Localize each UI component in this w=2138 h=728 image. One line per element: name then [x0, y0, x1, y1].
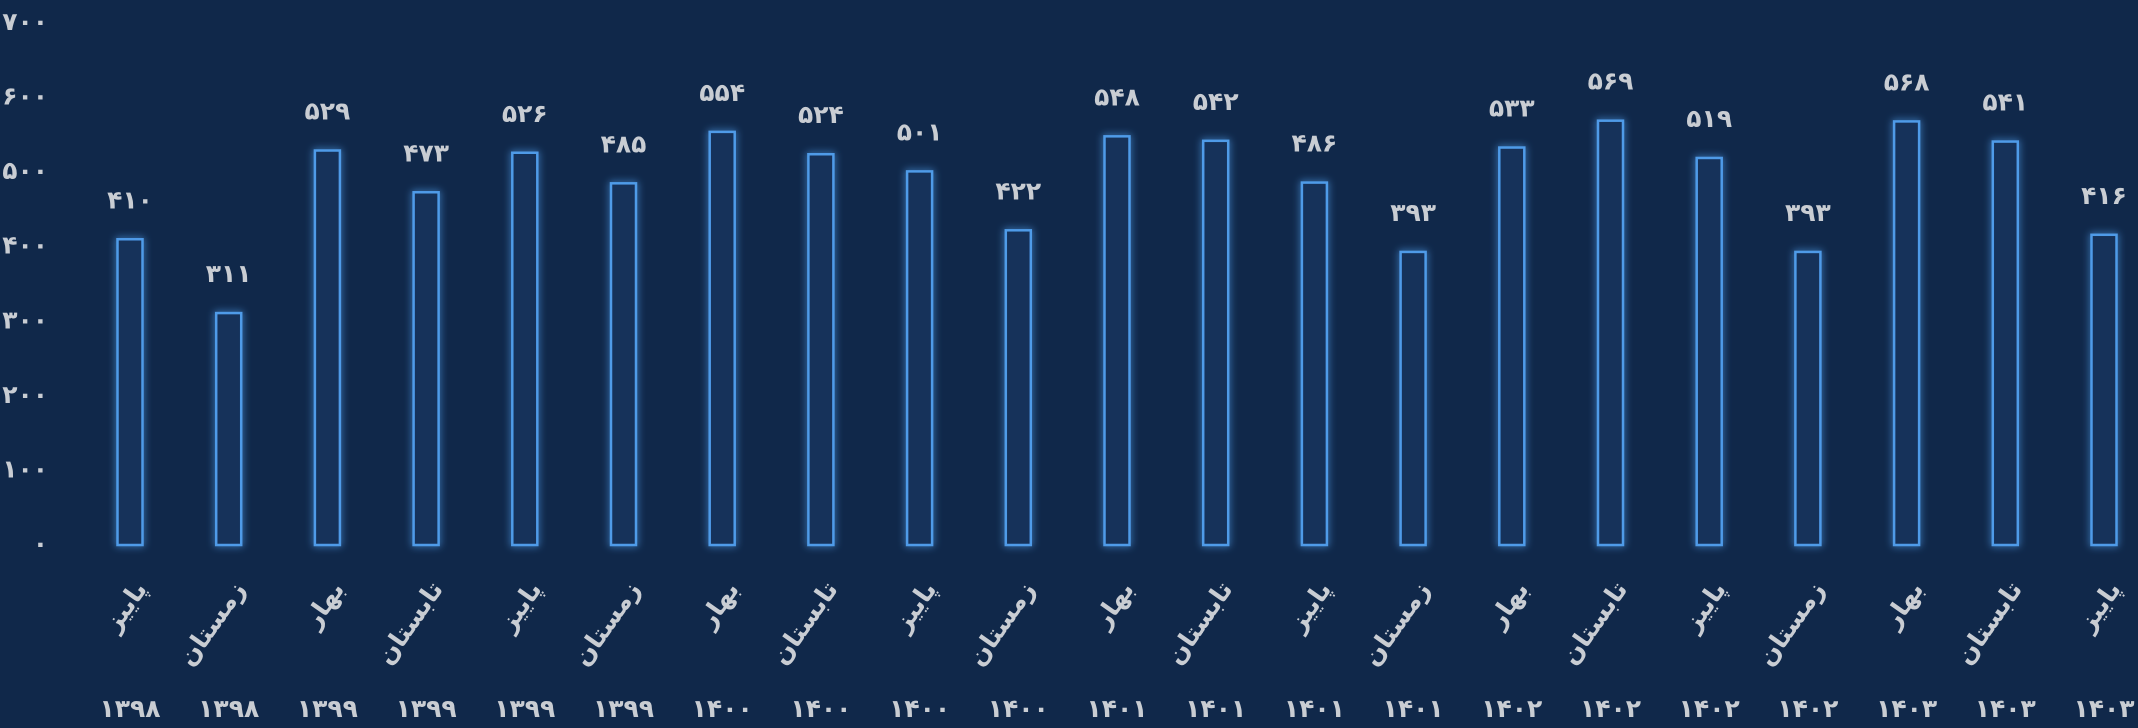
x-tick-label: پاییز: [492, 576, 549, 639]
bar: [708, 130, 736, 547]
value-label: ۵۲۹: [305, 97, 351, 126]
x-tick-label: تابستان: [1555, 576, 1633, 670]
x-year-label: ۱۴۰۲: [1679, 694, 1740, 723]
x-tick-label: بهار: [1876, 576, 1930, 636]
bar: [1399, 250, 1427, 547]
bar: [116, 238, 144, 547]
y-tick-label: ۱۰۰: [2, 454, 48, 483]
bar: [1498, 146, 1526, 547]
bar: [1596, 119, 1625, 547]
x-tick-label: پاییز: [97, 576, 154, 639]
value-label: ۳۹۳: [1390, 198, 1436, 227]
bar: [1103, 135, 1131, 547]
value-label: ۵۵۴: [699, 78, 745, 107]
bar: [1695, 156, 1723, 547]
x-year-label: ۱۴۰۳: [1876, 694, 1937, 723]
x-tick-label: تابستان: [1950, 576, 2028, 670]
x-tick-label: زمستان: [962, 576, 1041, 671]
value-label: ۴۸۶: [1292, 129, 1338, 158]
x-year-label: ۱۳۹۹: [593, 694, 654, 723]
x-year-label: ۱۴۰۱: [1185, 694, 1246, 723]
x-tick-label: پاییز: [1281, 576, 1338, 639]
bar: [1300, 181, 1329, 547]
y-tick-label: ۶۰۰: [2, 82, 48, 111]
y-tick-label: ۷۰۰: [2, 7, 48, 36]
y-tick-label: ۳۰۰: [2, 305, 48, 334]
x-year-label: ۱۳۹۹: [494, 694, 555, 723]
x-year-label: ۱۳۹۸: [198, 694, 259, 723]
x-tick-label: زمستان: [172, 576, 251, 671]
value-label: ۴۱۶: [2081, 181, 2127, 210]
x-year-label: ۱۴۰۳: [2073, 694, 2134, 723]
value-label: ۵۴۲: [1193, 87, 1239, 116]
bar: [1794, 250, 1822, 547]
value-label: ۵۱۹: [1686, 104, 1732, 133]
bar: [412, 191, 440, 547]
x-year-label: ۱۴۰۲: [1481, 694, 1542, 723]
bar: [511, 151, 539, 547]
x-tick-label: بهار: [1086, 576, 1140, 636]
x-year-label: ۱۳۹۸: [99, 694, 160, 723]
x-year-label: ۱۴۰۲: [1777, 694, 1838, 723]
x-year-label: ۱۴۰۰: [692, 694, 753, 723]
x-tick-label: پاییز: [886, 576, 943, 639]
x-tick-label: بهار: [1481, 576, 1535, 636]
value-label: ۴۸۵: [601, 129, 647, 158]
bar: [2090, 233, 2118, 547]
x-year-label: ۱۴۰۱: [1086, 694, 1147, 723]
x-tick-label: پاییز: [1676, 576, 1733, 639]
y-tick-label: ۰: [33, 529, 48, 558]
value-label: ۵۴۸: [1094, 82, 1140, 111]
x-tick-label: تابستان: [371, 576, 449, 670]
x-tick-label: پاییز: [2071, 576, 2128, 639]
y-tick-label: ۴۰۰: [2, 231, 48, 260]
bar: [1004, 229, 1033, 547]
y-tick-label: ۵۰۰: [2, 156, 48, 185]
y-tick-label: ۲۰۰: [2, 380, 48, 409]
value-label: ۳۱۱: [206, 259, 252, 288]
bar: [609, 182, 638, 547]
x-tick-label: بهار: [691, 576, 745, 636]
bar: [1892, 120, 1921, 547]
bar: [905, 170, 934, 547]
value-label: ۳۹۳: [1785, 198, 1831, 227]
x-tick-label: تابستان: [766, 576, 844, 670]
value-label: ۵۳۳: [1489, 94, 1535, 123]
x-tick-label: زمستان: [1357, 576, 1436, 671]
x-year-label: ۱۴۰۰: [988, 694, 1049, 723]
x-year-label: ۱۳۹۹: [297, 694, 358, 723]
x-tick-label: زمستان: [1752, 576, 1831, 671]
bar: [1201, 139, 1230, 547]
x-year-label: ۱۴۰۰: [889, 694, 950, 723]
x-tick-label: بهار: [297, 576, 351, 636]
value-label: ۴۲۲: [995, 176, 1041, 205]
x-tick-label: تابستان: [1160, 576, 1238, 670]
bar: [1991, 140, 2020, 547]
x-year-label: ۱۴۰۳: [1975, 694, 2036, 723]
x-year-label: ۱۴۰۱: [1383, 694, 1444, 723]
x-tick-label: زمستان: [567, 576, 646, 671]
x-year-label: ۱۴۰۰: [790, 694, 851, 723]
value-label: ۴۱۰: [107, 185, 153, 214]
value-label: ۵۲۶: [502, 99, 548, 128]
value-label: ۵۶۸: [1884, 67, 1930, 96]
value-label: ۴۷۳: [403, 138, 449, 167]
value-label: ۵۰۱: [897, 117, 943, 146]
value-label: ۵۲۴: [798, 100, 844, 129]
x-year-label: ۱۳۹۹: [396, 694, 457, 723]
x-year-label: ۱۴۰۱: [1284, 694, 1345, 723]
bar: [214, 311, 243, 547]
value-label: ۵۴۱: [1982, 88, 2028, 117]
value-label: ۵۶۹: [1588, 67, 1634, 96]
bar: [313, 149, 342, 547]
bar: [807, 152, 835, 547]
x-year-label: ۱۴۰۲: [1580, 694, 1641, 723]
